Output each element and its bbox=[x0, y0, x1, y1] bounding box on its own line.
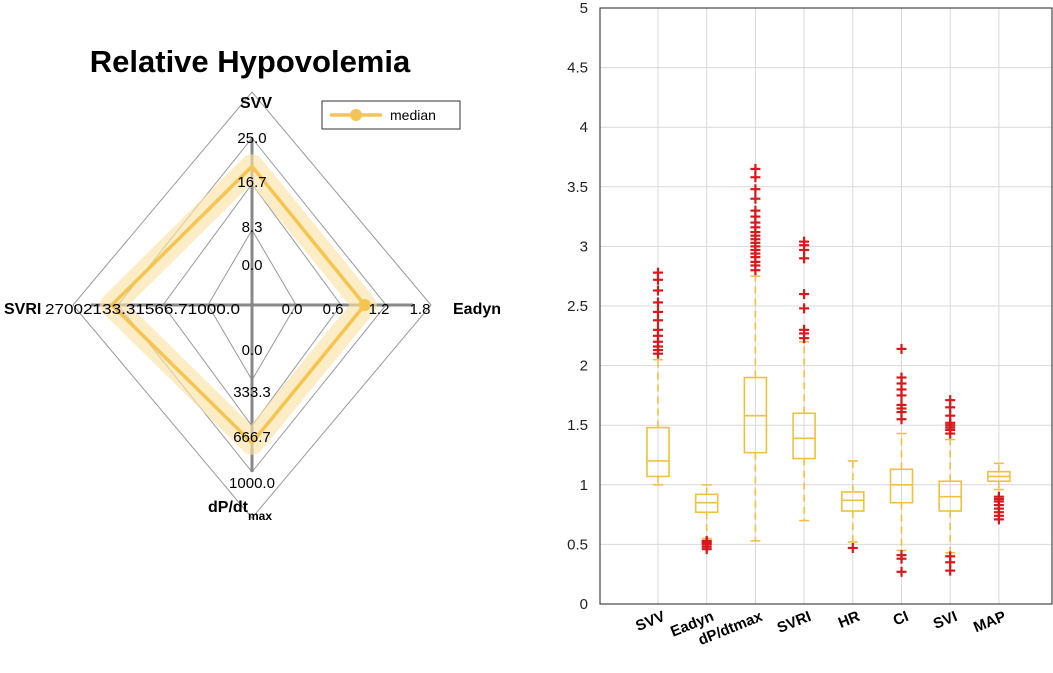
y-tick-label: 1.5 bbox=[567, 417, 588, 434]
outlier bbox=[701, 535, 712, 546]
y-tick-label: 0.5 bbox=[567, 536, 588, 553]
outlier bbox=[653, 306, 663, 317]
radar-median-marker bbox=[358, 299, 371, 311]
eadyn-tick-label: 1.8 bbox=[410, 301, 431, 318]
plot-frame bbox=[599, 7, 1053, 605]
axis-label-eadyn: Eadyn bbox=[453, 301, 501, 318]
outlier bbox=[653, 285, 663, 296]
outlier bbox=[896, 343, 907, 354]
box-iqr bbox=[840, 491, 865, 512]
outlier bbox=[945, 565, 956, 576]
eadyn-tick-label: 0.6 bbox=[323, 301, 344, 318]
y-axis-ticks: 0 0.5 1 1.5 2 2.5 3 3.5 4 4.5 5 bbox=[567, 0, 588, 613]
box-map bbox=[987, 462, 1011, 525]
outlier bbox=[945, 410, 956, 421]
x-tick-label: MAP bbox=[971, 608, 1008, 636]
outlier bbox=[750, 193, 761, 204]
y-tick-label: 5 bbox=[580, 0, 588, 17]
outlier bbox=[653, 297, 663, 308]
y-tick-label: 4 bbox=[580, 119, 588, 136]
svv-tick-label: 8.3 bbox=[242, 219, 263, 236]
svri-tick-labels: 27002133.31566.71000.0 bbox=[45, 301, 240, 318]
radar-median-line bbox=[110, 164, 367, 445]
y-tick-label: 3 bbox=[580, 238, 588, 255]
box-iqr bbox=[792, 412, 816, 460]
x-tick-label: SVRI bbox=[775, 608, 814, 637]
axis-label-dpdt-main: dP/dt bbox=[208, 499, 249, 516]
y-tick-label: 0 bbox=[580, 596, 588, 613]
axis-label-dpdt-sub: max bbox=[248, 509, 272, 523]
radar-chart: Relative Hypovolemia 25.0 16.7 8.3 0.0 0 bbox=[4, 44, 501, 523]
outlier bbox=[799, 324, 810, 335]
outlier bbox=[653, 324, 663, 335]
x-tick-label: HR bbox=[836, 608, 863, 632]
y-tick-label: 1 bbox=[580, 477, 588, 494]
outlier bbox=[750, 163, 761, 174]
outlier bbox=[653, 315, 663, 326]
outlier bbox=[799, 289, 810, 300]
outlier bbox=[653, 267, 663, 278]
dpdt-ticks: 0.0 333.3 666.7 1000.0 bbox=[229, 342, 275, 492]
outlier bbox=[896, 566, 907, 577]
legend-marker bbox=[350, 109, 362, 121]
eadyn-tick-label: 0.0 bbox=[282, 301, 303, 318]
svv-tick-label: 16.7 bbox=[237, 174, 266, 191]
x-tick-label: SVV bbox=[633, 608, 667, 635]
box-eadyn bbox=[694, 483, 719, 555]
radar-title: Relative Hypovolemia bbox=[90, 44, 411, 79]
dpdt-tick-label: 666.7 bbox=[233, 429, 271, 446]
outlier bbox=[750, 172, 761, 183]
box-iqr bbox=[646, 426, 670, 478]
radar-grid-ring-4 bbox=[72, 91, 432, 519]
axis-label-dpdt: dP/dtmax bbox=[208, 499, 272, 523]
outlier bbox=[847, 542, 858, 553]
y-tick-label: 2.5 bbox=[567, 298, 588, 315]
box-iqr bbox=[889, 468, 914, 504]
eadyn-ticks: 0.0 0.6 1.2 1.8 bbox=[282, 301, 431, 318]
outlier bbox=[945, 551, 956, 562]
outlier bbox=[799, 303, 810, 314]
x-tick-label: CI bbox=[891, 608, 911, 629]
svv-tick-label: 25.0 bbox=[237, 130, 266, 147]
legend: median bbox=[321, 100, 461, 130]
outlier bbox=[750, 184, 761, 195]
outlier bbox=[799, 236, 810, 247]
axis-label-svv: SVV bbox=[240, 95, 272, 112]
axis-label-svri: SVRI bbox=[4, 301, 41, 318]
x-tick-label: SVI bbox=[931, 608, 960, 633]
box-dpdtmax bbox=[743, 163, 768, 542]
outlier bbox=[799, 253, 810, 264]
svv-tick-label: 0.0 bbox=[242, 257, 263, 274]
outlier bbox=[993, 491, 1004, 502]
box-svi bbox=[938, 395, 963, 576]
dpdt-tick-label: 1000.0 bbox=[229, 475, 275, 492]
box-svv bbox=[646, 267, 670, 486]
box-ci bbox=[889, 343, 914, 577]
legend-label: median bbox=[390, 107, 436, 123]
outlier bbox=[945, 395, 956, 406]
boxes bbox=[646, 163, 1011, 577]
y-tick-label: 4.5 bbox=[567, 60, 588, 77]
eadyn-tick-label: 1.2 bbox=[369, 301, 390, 318]
svv-ticks: 25.0 16.7 8.3 0.0 bbox=[237, 130, 266, 274]
box-svri bbox=[792, 236, 816, 522]
dpdt-tick-label: 333.3 bbox=[233, 384, 271, 401]
y-tick-label: 3.5 bbox=[567, 179, 588, 196]
y-tick-label: 2 bbox=[580, 358, 588, 375]
box-hr bbox=[840, 460, 865, 553]
outlier bbox=[896, 399, 907, 410]
outlier bbox=[896, 550, 907, 561]
outlier bbox=[750, 205, 761, 216]
dpdt-tick-label: 0.0 bbox=[242, 342, 263, 359]
outlier bbox=[896, 372, 907, 383]
